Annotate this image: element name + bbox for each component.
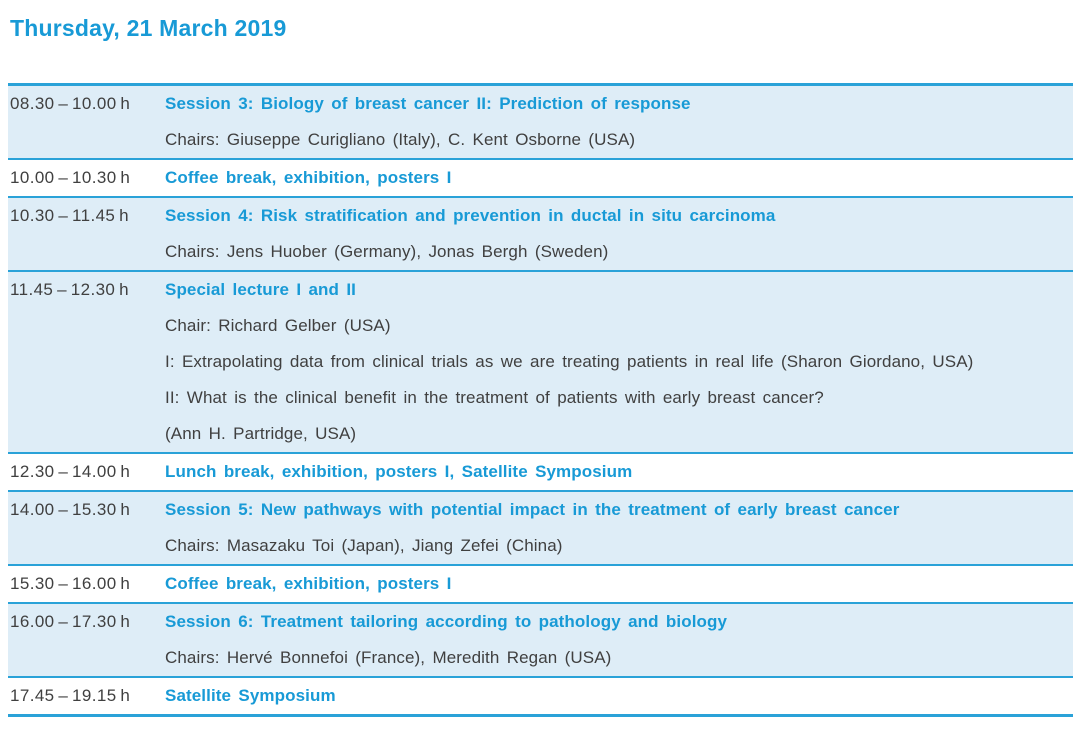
time-range: 16.00 – 17.30 h (10, 612, 131, 631)
session-content: Special lecture I and II Chair: Richard G… (165, 272, 1073, 452)
page-title: Thursday, 21 March 2019 (10, 15, 287, 41)
session-detail: II: What is the clinical benefit in the … (165, 388, 824, 407)
session-detail: Chair: Richard Gelber (USA) (165, 316, 391, 335)
schedule-row: 11.45 – 12.30 h Special lecture I and II C… (8, 270, 1073, 452)
schedule-row: 16.00 – 17.30 h Session 6: Treatment tail… (8, 602, 1073, 676)
session-title: Session 6: Treatment tailoring according… (165, 612, 728, 631)
schedule-row: 15.30 – 16.00 h Coffee break, exhibition,… (8, 564, 1073, 602)
session-content: Satellite Symposium (165, 678, 1073, 714)
session-detail: Chairs: Masazaku Toi (Japan), Jiang Zefe… (165, 536, 563, 555)
session-content: Session 6: Treatment tailoring according… (165, 604, 1073, 676)
session-content: Session 5: New pathways with potential i… (165, 492, 1073, 564)
session-detail: Chairs: Hervé Bonnefoi (France), Meredit… (165, 648, 612, 667)
session-title: Special lecture I and II (165, 280, 356, 299)
schedule-row: 17.45 – 19.15 h Satellite Symposium (8, 676, 1073, 714)
session-detail: (Ann H. Partridge, USA) (165, 424, 357, 443)
time-range: 14.00 – 15.30 h (10, 500, 131, 519)
session-title: Session 5: New pathways with potential i… (165, 500, 900, 519)
time-range: 08.30 – 10.00 h (10, 94, 131, 113)
session-content: Session 4: Risk stratification and preve… (165, 198, 1073, 270)
session-content: Coffee break, exhibition, posters I (165, 566, 1073, 602)
session-content: Coffee break, exhibition, posters I (165, 160, 1073, 196)
schedule-table: 08.30 – 10.00 h Session 3: Biology of bre… (8, 83, 1073, 717)
time-range: 10.00 – 10.30 h (10, 168, 131, 187)
session-content: Session 3: Biology of breast cancer II: … (165, 86, 1073, 158)
schedule-row: 14.00 – 15.30 h Session 5: New pathways w… (8, 490, 1073, 564)
session-detail: I: Extrapolating data from clinical tria… (165, 352, 974, 371)
schedule-row: 12.30 – 14.00 h Lunch break, exhibition, … (8, 452, 1073, 490)
time-range: 12.30 – 14.00 h (10, 462, 131, 481)
time-range: 10.30 – 11.45 h (10, 206, 129, 225)
schedule-row: 08.30 – 10.00 h Session 3: Biology of bre… (8, 86, 1073, 158)
schedule-row: 10.30 – 11.45 h Session 4: Risk stratific… (8, 196, 1073, 270)
session-content: Lunch break, exhibition, posters I, Sate… (165, 454, 1073, 490)
session-title: Session 3: Biology of breast cancer II: … (165, 94, 691, 113)
time-range: 15.30 – 16.00 h (10, 574, 131, 593)
schedule-row: 10.00 – 10.30 h Coffee break, exhibition,… (8, 158, 1073, 196)
time-range: 17.45 – 19.15 h (10, 686, 131, 705)
session-detail: Chairs: Jens Huober (Germany), Jonas Ber… (165, 242, 609, 261)
session-title: Lunch break, exhibition, posters I, Sate… (165, 462, 633, 481)
session-title: Session 4: Risk stratification and preve… (165, 206, 776, 225)
session-title: Coffee break, exhibition, posters I (165, 574, 452, 593)
program-page: Thursday, 21 March 2019 08.30 – 10.00 h S… (0, 14, 1080, 717)
session-detail: Chairs: Giuseppe Curigliano (Italy), C. … (165, 130, 636, 149)
session-title: Satellite Symposium (165, 686, 336, 705)
time-range: 11.45 – 12.30 h (10, 280, 129, 299)
session-title: Coffee break, exhibition, posters I (165, 168, 452, 187)
